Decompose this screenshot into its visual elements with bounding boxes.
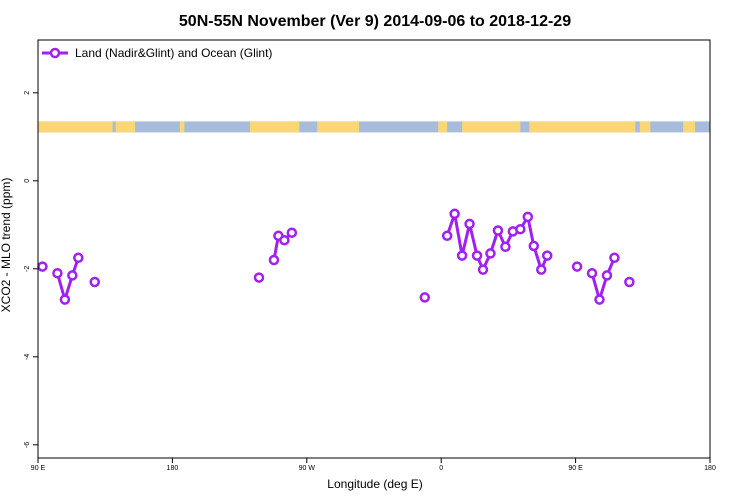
y-tick-label: 0 (24, 179, 31, 183)
data-point (268, 254, 280, 266)
series-line (55, 257, 80, 302)
land-segment (179, 121, 185, 133)
land-segment (639, 121, 651, 133)
plot-frame (37, 39, 711, 459)
data-point (67, 270, 78, 281)
x-tick-label: 180 (704, 465, 716, 472)
series-line (590, 257, 616, 302)
data-point (492, 225, 504, 236)
x-tick-label: 180 (167, 465, 179, 472)
data-point (279, 234, 290, 246)
data-point (456, 250, 468, 261)
axes: 90 E 180 90 W 0 90 E 180 2 0 -2 -4 -6 (24, 91, 716, 472)
land-segment (38, 121, 113, 133)
data-point (441, 230, 453, 242)
data-point (522, 211, 534, 223)
data-point (59, 294, 71, 305)
data-point (528, 240, 540, 252)
legend-marker (49, 47, 61, 59)
data-point (89, 276, 100, 288)
x-axis-label: Longitude (deg E) (327, 477, 422, 491)
data-point (624, 276, 635, 288)
data-point (500, 241, 511, 253)
data-point (471, 250, 483, 261)
land-segment (115, 121, 136, 133)
data-point (477, 264, 489, 275)
data-point (601, 270, 613, 281)
legend: Land (Nadir&Glint) and Ocean (Glint) (42, 46, 272, 60)
data-point (253, 272, 265, 283)
y-tick-label: -6 (24, 442, 31, 448)
y-tick-label: -4 (24, 354, 31, 360)
data-point (515, 223, 526, 235)
data-point (464, 218, 475, 230)
y-axis-label: XCO2 - MLO trend (ppm) (0, 178, 13, 313)
data-point (37, 261, 48, 272)
legend-entry: Land (Nadir&Glint) and Ocean (Glint) (75, 46, 272, 60)
data-point (73, 252, 84, 264)
data-point (52, 267, 63, 279)
land-segment (250, 121, 300, 133)
land-segment (438, 121, 448, 133)
data-point (571, 261, 583, 272)
data-point (536, 264, 547, 275)
ocean-band (38, 121, 710, 133)
data-point (541, 250, 553, 261)
land-segment (462, 121, 521, 133)
land-segment (683, 121, 696, 133)
series-layer (37, 208, 635, 305)
chart-title: 50N-55N November (Ver 9) 2014-09-06 to 2… (179, 13, 571, 30)
x-tick-label: 0 (439, 465, 443, 472)
data-point (586, 267, 598, 279)
data-point (419, 292, 431, 303)
data-point (485, 248, 496, 259)
x-tick-label: 90 W (299, 465, 316, 472)
data-point (449, 208, 460, 220)
land-segment (317, 121, 360, 133)
land-ocean-strip (38, 121, 710, 133)
x-tick-label: 90 E (568, 465, 583, 472)
land-segment (529, 121, 636, 133)
data-point (594, 294, 605, 305)
y-tick-label: 2 (24, 91, 31, 95)
x-tick-label: 90 E (31, 465, 46, 472)
y-tick-label: -2 (24, 266, 31, 272)
data-point (286, 227, 298, 238)
data-point (609, 252, 620, 264)
